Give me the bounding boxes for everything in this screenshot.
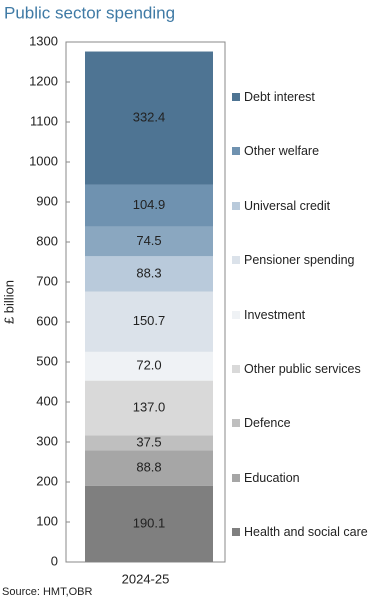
bar-segment [85, 51, 213, 185]
data-label: 332.4 [133, 109, 166, 124]
legend-swatch [232, 310, 240, 319]
y-tick-label: 1100 [30, 113, 58, 128]
legend-swatch [232, 364, 240, 373]
y-tick-label: 0 [51, 553, 58, 568]
data-label: 88.8 [136, 460, 161, 475]
y-tick-label: 1300 [29, 33, 58, 48]
y-tick-label: 500 [36, 353, 58, 368]
legend-label: Other welfare [244, 144, 320, 159]
bar-segment [85, 380, 213, 436]
data-label: 104.9 [133, 197, 166, 212]
legend-swatch [232, 473, 240, 482]
y-tick-label: 100 [36, 513, 58, 528]
bar-segment [85, 435, 213, 451]
legend-label: Health and social care [244, 525, 368, 539]
y-tick-label: 900 [36, 193, 58, 208]
data-label: 88.3 [136, 265, 161, 280]
y-tick-label: 700 [36, 273, 58, 288]
bar-segment [85, 450, 213, 486]
data-label: 137.0 [133, 399, 166, 414]
legend-label: Other public services [244, 361, 361, 376]
y-tick-label: 1200 [29, 73, 58, 88]
bar-segment [85, 184, 213, 227]
y-tick-label: 600 [36, 313, 58, 328]
data-label: 190.1 [133, 515, 166, 530]
y-tick-label: 1000 [29, 153, 58, 168]
data-label: 74.5 [136, 233, 161, 248]
legend-swatch [232, 528, 240, 536]
bar-segment [85, 351, 213, 381]
y-tick-label: 400 [36, 393, 58, 408]
bar-segment [85, 291, 213, 352]
x-tick-label: 2024-25 [122, 571, 170, 586]
data-label: 150.7 [133, 313, 166, 328]
data-label: 72.0 [136, 358, 161, 373]
data-label: 37.5 [136, 434, 161, 449]
legend-label: Pensioner spending [244, 253, 355, 268]
legend-swatch [232, 419, 240, 428]
legend-swatch [232, 93, 240, 101]
chart-title: Public sector spending [4, 3, 175, 22]
y-tick-label: 300 [36, 433, 58, 448]
legend-label: Debt interest [244, 90, 315, 104]
bar-segment [85, 485, 213, 562]
legend-swatch [232, 147, 240, 156]
legend-label: Universal credit [244, 198, 331, 213]
bar-segment [85, 226, 213, 257]
legend-label: Education [244, 470, 300, 485]
bar-segment [85, 256, 213, 292]
y-tick-label: 800 [36, 233, 58, 248]
legend-swatch [232, 201, 240, 210]
source: Source: HMT,OBR [2, 586, 93, 598]
legend-label: Investment [244, 307, 306, 322]
legend-swatch [232, 256, 240, 265]
y-tick-label: 200 [36, 473, 58, 488]
legend-label: Defence [244, 416, 291, 431]
y-axis-label: £ billion [1, 280, 16, 324]
